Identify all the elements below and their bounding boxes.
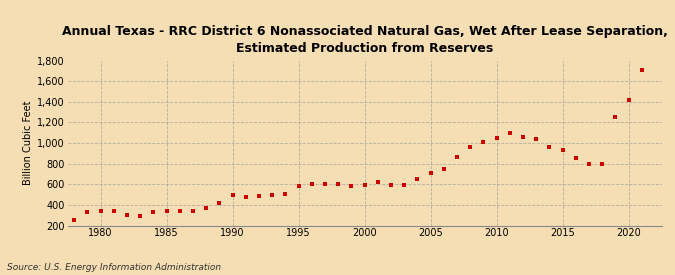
- Point: [452, 155, 462, 160]
- Point: [319, 182, 330, 186]
- Point: [544, 145, 555, 149]
- Point: [504, 131, 515, 135]
- Point: [333, 182, 344, 186]
- Point: [583, 161, 594, 166]
- Point: [373, 180, 383, 184]
- Point: [623, 98, 634, 102]
- Point: [69, 218, 80, 222]
- Point: [95, 208, 106, 213]
- Title: Annual Texas - RRC District 6 Nonassociated Natural Gas, Wet After Lease Separat: Annual Texas - RRC District 6 Nonassocia…: [61, 25, 668, 55]
- Point: [148, 210, 159, 214]
- Point: [200, 206, 211, 211]
- Point: [174, 209, 185, 213]
- Point: [491, 136, 502, 140]
- Point: [122, 213, 132, 217]
- Y-axis label: Billion Cubic Feet: Billion Cubic Feet: [23, 101, 33, 185]
- Point: [108, 209, 119, 213]
- Point: [254, 193, 265, 198]
- Point: [135, 214, 146, 218]
- Point: [399, 183, 410, 187]
- Point: [597, 161, 608, 166]
- Text: Source: U.S. Energy Information Administration: Source: U.S. Energy Information Administ…: [7, 263, 221, 272]
- Point: [637, 68, 647, 72]
- Point: [227, 192, 238, 197]
- Point: [306, 182, 317, 186]
- Point: [293, 184, 304, 189]
- Point: [280, 191, 291, 196]
- Point: [359, 183, 370, 187]
- Point: [346, 184, 356, 189]
- Point: [438, 167, 449, 172]
- Point: [240, 194, 251, 199]
- Point: [610, 115, 621, 119]
- Point: [188, 208, 198, 213]
- Point: [570, 156, 581, 161]
- Point: [518, 135, 529, 139]
- Point: [531, 137, 541, 141]
- Point: [557, 147, 568, 152]
- Point: [425, 171, 436, 175]
- Point: [161, 208, 172, 213]
- Point: [82, 210, 92, 214]
- Point: [478, 140, 489, 145]
- Point: [412, 176, 423, 181]
- Point: [385, 183, 396, 187]
- Point: [267, 192, 277, 197]
- Point: [214, 201, 225, 205]
- Point: [464, 145, 475, 149]
